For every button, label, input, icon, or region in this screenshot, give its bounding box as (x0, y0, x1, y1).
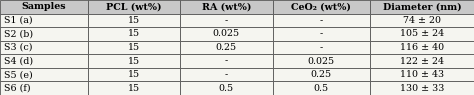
Text: 15: 15 (128, 57, 140, 66)
Text: -: - (225, 16, 228, 25)
Bar (370, 41, 474, 54)
Bar (370, 27, 474, 41)
Bar (0, 54, 88, 68)
Text: Samples: Samples (21, 2, 66, 11)
Bar (273, 54, 370, 68)
Text: 116 ± 40: 116 ± 40 (400, 43, 444, 52)
Text: 0.25: 0.25 (216, 43, 237, 52)
Text: 0.5: 0.5 (314, 84, 328, 93)
Text: S5 (e): S5 (e) (4, 70, 33, 79)
Text: -: - (319, 29, 323, 38)
Text: 0.025: 0.025 (308, 57, 335, 66)
Text: -: - (319, 43, 323, 52)
Text: S6 (f): S6 (f) (4, 84, 30, 93)
Text: 74 ± 20: 74 ± 20 (403, 16, 441, 25)
Bar (180, 41, 273, 54)
Text: 0.25: 0.25 (310, 70, 332, 79)
Text: 15: 15 (128, 70, 140, 79)
Bar (0, 68, 88, 81)
Bar (180, 81, 273, 95)
Text: -: - (225, 70, 228, 79)
Bar (370, 54, 474, 68)
Bar (88, 54, 180, 68)
Text: CeO₂ (wt%): CeO₂ (wt%) (291, 2, 351, 11)
Text: S2 (b): S2 (b) (4, 29, 33, 38)
Bar (0, 27, 88, 41)
Text: -: - (225, 57, 228, 66)
Text: PCL (wt%): PCL (wt%) (106, 2, 162, 11)
Bar (88, 81, 180, 95)
Text: 15: 15 (128, 43, 140, 52)
Text: 122 ± 24: 122 ± 24 (400, 57, 444, 66)
Bar (180, 14, 273, 27)
Bar (0, 41, 88, 54)
Bar (180, 54, 273, 68)
Bar (273, 81, 370, 95)
Bar (88, 14, 180, 27)
Bar (370, 14, 474, 27)
Text: 105 ± 24: 105 ± 24 (400, 29, 444, 38)
Text: 0.025: 0.025 (213, 29, 240, 38)
Text: -: - (319, 16, 323, 25)
Text: Diameter (nm): Diameter (nm) (383, 2, 461, 11)
Bar (273, 14, 370, 27)
Bar (370, 81, 474, 95)
Bar (88, 0, 180, 14)
Bar (88, 41, 180, 54)
Bar (88, 68, 180, 81)
Bar (180, 27, 273, 41)
Text: 130 ± 33: 130 ± 33 (400, 84, 444, 93)
Bar (273, 0, 370, 14)
Bar (273, 27, 370, 41)
Bar (0, 14, 88, 27)
Text: 15: 15 (128, 16, 140, 25)
Bar (0, 0, 88, 14)
Bar (273, 68, 370, 81)
Text: S1 (a): S1 (a) (4, 16, 32, 25)
Bar (273, 41, 370, 54)
Text: RA (wt%): RA (wt%) (201, 2, 251, 11)
Text: 15: 15 (128, 84, 140, 93)
Bar (180, 0, 273, 14)
Text: S3 (c): S3 (c) (4, 43, 32, 52)
Text: 0.5: 0.5 (219, 84, 234, 93)
Text: 110 ± 43: 110 ± 43 (400, 70, 444, 79)
Text: S4 (d): S4 (d) (4, 57, 33, 66)
Bar (0, 81, 88, 95)
Bar (88, 27, 180, 41)
Bar (370, 68, 474, 81)
Text: 15: 15 (128, 29, 140, 38)
Bar (180, 68, 273, 81)
Bar (370, 0, 474, 14)
